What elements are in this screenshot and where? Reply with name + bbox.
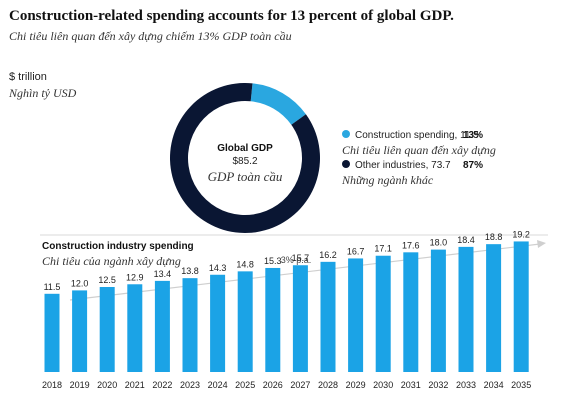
x-tick-label: 2034 (484, 380, 504, 390)
x-tick-label: 2024 (208, 380, 228, 390)
bar-chart-title: Construction industry spending (42, 241, 194, 252)
legend-label-other: Other industries, 73.7 (355, 160, 451, 171)
bar-2024 (210, 274, 226, 372)
bar-value-label: 12.9 (126, 272, 144, 282)
bar-value-label: 18.8 (485, 232, 503, 242)
bar-value-label: 18.0 (430, 238, 448, 248)
bar-chart-subtitle-vi: Chi tiêu của ngành xây dựng (42, 254, 181, 268)
x-tick-label: 2032 (428, 380, 448, 390)
x-tick-label: 2026 (263, 380, 283, 390)
bar-2030 (375, 255, 391, 372)
unit-label-vi: Nghìn tỷ USD (9, 86, 77, 100)
legend-percent-construction: 13% (463, 130, 484, 141)
legend-item-construction: Construction spending, 11.5 (342, 130, 479, 141)
bar-2033 (458, 246, 474, 372)
bar-2032 (430, 249, 446, 372)
unit-label: $ trillion (9, 71, 47, 83)
bar-value-label: 19.2 (512, 229, 530, 239)
legend-dot-construction (342, 130, 350, 139)
x-tick-label: 2028 (318, 380, 338, 390)
bar-2025 (237, 271, 253, 372)
donut-center-label: Global GDP (217, 143, 273, 154)
bar-value-label: 14.8 (236, 259, 254, 269)
x-tick-label: 2033 (456, 380, 476, 390)
bar-value-label: 17.1 (374, 244, 392, 254)
bar-value-label: 16.7 (347, 246, 365, 256)
growth-arrow-head (537, 240, 546, 248)
x-tick-label: 2023 (180, 380, 200, 390)
bar-2035 (513, 241, 529, 372)
growth-annotation: 3% p.a. (281, 255, 312, 265)
bar-value-label: 12.5 (98, 275, 116, 285)
x-tick-label: 2021 (125, 380, 145, 390)
x-tick-label: 2020 (97, 380, 117, 390)
bar-value-label: 15.7 (292, 253, 310, 263)
bar-2027 (292, 265, 308, 372)
legend-dot-other (342, 160, 350, 169)
bar-2019 (72, 290, 88, 372)
bar-value-label: 13.8 (181, 266, 199, 276)
bar-value-label: 17.6 (402, 240, 420, 250)
bar-2026 (265, 267, 281, 372)
bar-2034 (486, 244, 502, 372)
bar-2018 (44, 293, 60, 372)
donut-slice-construction (250, 83, 306, 125)
bar-2020 (99, 287, 115, 372)
x-tick-label: 2027 (290, 380, 310, 390)
bar-value-label: 14.3 (209, 263, 227, 273)
bar-2029 (348, 258, 364, 372)
bar-2028 (320, 261, 336, 372)
chart-subtitle-vi: Chi tiêu liên quan đến xây dựng chiếm 13… (9, 29, 292, 43)
legend-label-construction-vi: Chi tiêu liên quan đến xây dựng (342, 143, 496, 157)
x-tick-label: 2022 (152, 380, 172, 390)
bar-2023 (182, 278, 198, 372)
x-tick-label: 2025 (235, 380, 255, 390)
bar-value-label: 12.0 (71, 278, 89, 288)
bar-value-label: 13.4 (154, 269, 172, 279)
x-tick-label: 2018 (42, 380, 62, 390)
bar-2022 (154, 280, 170, 372)
x-tick-label: 2035 (511, 380, 531, 390)
donut-center-value: $85.2 (232, 156, 258, 167)
bar-value-label: 11.5 (44, 282, 61, 292)
x-tick-label: 2019 (70, 380, 90, 390)
x-tick-label: 2029 (346, 380, 366, 390)
bar-2031 (403, 252, 419, 372)
bar-value-label: 16.2 (319, 250, 337, 260)
legend-percent-other: 87% (463, 160, 484, 171)
legend-label-other-vi: Những ngành khác (342, 173, 434, 187)
chart-title: Construction-related spending accounts f… (9, 8, 454, 24)
bar-value-label: 18.4 (457, 235, 475, 245)
x-tick-label: 2031 (401, 380, 421, 390)
legend-item-other: Other industries, 73.7 (342, 160, 451, 171)
bar-value-label: 15.3 (264, 256, 282, 266)
donut-center-label-vi: GDP toàn cầu (207, 169, 283, 184)
legend-label-construction: Construction spending, 11.5 (355, 130, 479, 141)
x-tick-label: 2030 (373, 380, 393, 390)
bar-2021 (127, 284, 143, 372)
